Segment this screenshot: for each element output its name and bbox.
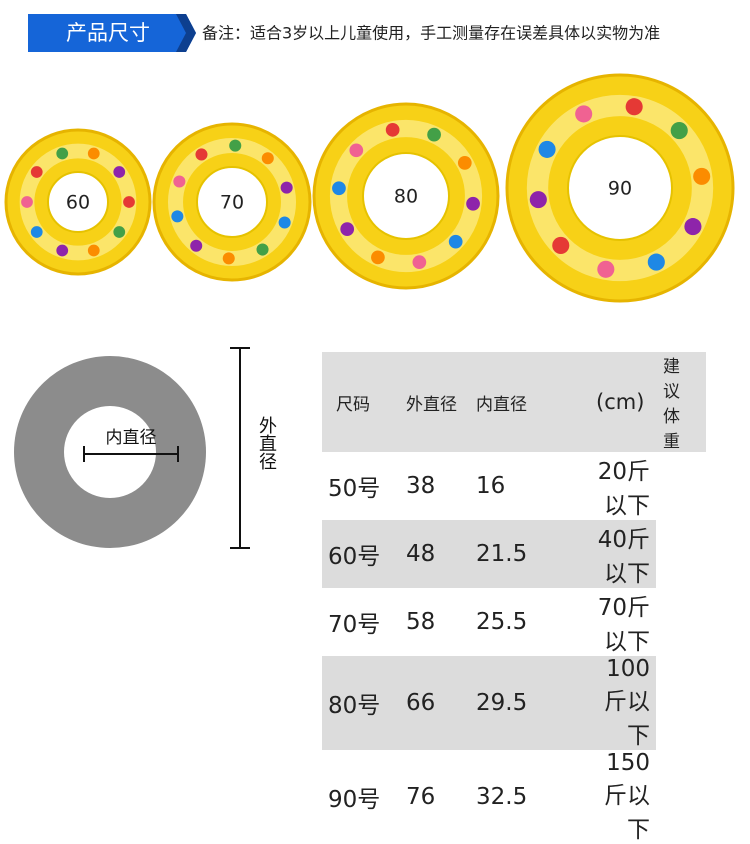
ring-decoration — [448, 234, 463, 249]
ring-decoration — [171, 210, 184, 223]
table-cell: 内直径 — [476, 352, 596, 452]
ring-size: 80 — [394, 186, 418, 208]
table-cell: 尺码 — [322, 352, 406, 452]
title: 产品尺寸 — [66, 21, 150, 45]
ring-decoration — [427, 127, 441, 142]
ring-decoration — [538, 140, 556, 158]
ring-hole — [64, 406, 156, 498]
ring-decoration — [190, 239, 203, 252]
table-cell: (cm) — [596, 352, 656, 452]
ring-decoration — [575, 105, 593, 123]
size-table: 尺码 外直径 内直径 (cm) 建议体重 50号 38 16 20斤以下 60号 48 21.5 40斤… — [322, 352, 706, 844]
ring-hole — [47, 171, 109, 233]
table-cell: 25.5 — [476, 588, 596, 656]
table-row: 60号 48 21.5 40斤以下 — [322, 520, 706, 588]
ring-decoration — [21, 196, 33, 208]
ring-shine — [329, 119, 483, 273]
ring-decoration — [340, 222, 355, 237]
ring-hole — [362, 152, 450, 240]
table-row: 50号 38 16 20斤以下 — [322, 452, 706, 520]
ring-decoration — [670, 122, 688, 140]
note: 备注：适合3岁以上儿童使用，手工测量存在误差具体以实物为准 — [202, 24, 660, 43]
ring-size: 60 — [66, 192, 90, 214]
artwork: 产品尺寸 备注：适合3岁以上儿童使用，手工测量存在误差具体以实物为准 内直径 外… — [4, 14, 735, 549]
ring-decoration — [30, 226, 43, 238]
table-cell: 外直径 — [406, 352, 476, 452]
ring-decoration — [385, 122, 400, 137]
ring-hole — [196, 166, 268, 238]
ring-decoration — [195, 148, 208, 161]
table-cell: 60号 — [322, 520, 406, 588]
ring-decoration — [87, 244, 100, 257]
ring-decoration — [457, 155, 472, 170]
page: {"header": {"title": "产品尺寸", "note": "备注… — [4, 14, 735, 843]
title-badge-tip — [176, 14, 196, 52]
ring-decoration — [123, 196, 135, 208]
ring-decoration — [261, 152, 274, 165]
ring-decoration — [278, 216, 291, 229]
table-cell: 48 — [406, 520, 476, 588]
table-cell: 29.5 — [476, 656, 596, 750]
ring-decoration — [113, 166, 126, 178]
table-cell: 70斤以下 — [596, 588, 656, 656]
ring-size: 70 — [220, 192, 244, 214]
table-cell: 90号 — [322, 750, 406, 844]
table-cell: 80号 — [322, 656, 406, 750]
table-cell: 建议体重 — [656, 352, 706, 452]
ring-decoration — [222, 252, 235, 265]
ring-decoration — [684, 218, 702, 236]
outer-label: 外直径 — [256, 416, 277, 470]
ring-decoration — [56, 244, 69, 257]
ring-decoration — [647, 253, 665, 271]
ring-decoration — [412, 255, 427, 270]
ring-shine — [526, 94, 714, 282]
ring-decoration — [256, 243, 269, 256]
table-cell: 40斤以下 — [596, 520, 656, 588]
ring-decoration — [30, 166, 43, 178]
ring-decoration — [466, 196, 480, 211]
title-badge — [28, 14, 196, 52]
inner-label: 内直径 — [106, 428, 157, 448]
ring-decoration — [56, 147, 69, 160]
table-row: 70号 58 25.5 70斤以下 — [322, 588, 706, 656]
ring-decoration — [280, 181, 293, 194]
table-cell: 100斤以下 — [596, 656, 656, 750]
table-cell: 32.5 — [476, 750, 596, 844]
table-cell: 38 — [406, 452, 476, 520]
table-cell: 16 — [476, 452, 596, 520]
table-cell: 76 — [406, 750, 476, 844]
ring-decoration — [625, 98, 643, 116]
ring-decoration — [371, 250, 385, 265]
table-row: 尺码 外直径 内直径 (cm) 建议体重 — [322, 352, 706, 452]
ring-size: 90 — [608, 178, 632, 200]
table-cell: 70号 — [322, 588, 406, 656]
table-cell: 21.5 — [476, 520, 596, 588]
table-cell: 66 — [406, 656, 476, 750]
ring-hole — [567, 135, 673, 241]
ring-decoration — [693, 167, 711, 185]
table-row: 90号 76 32.5 150斤以下 — [322, 750, 706, 844]
ring-decoration — [597, 260, 615, 278]
table-cell: 150斤以下 — [596, 750, 656, 844]
ring-decoration — [552, 236, 570, 254]
ring-decoration — [173, 175, 186, 188]
table-cell: 58 — [406, 588, 476, 656]
ring-decoration — [229, 139, 242, 152]
table-cell: 50号 — [322, 452, 406, 520]
table-cell: 20斤以下 — [596, 452, 656, 520]
ring-decoration — [349, 143, 364, 158]
table-row: 80号 66 29.5 100斤以下 — [322, 656, 706, 750]
ring-decoration — [113, 226, 126, 238]
ring-decoration — [529, 191, 547, 209]
ring-decoration — [332, 181, 346, 196]
ring-decoration — [87, 147, 100, 160]
